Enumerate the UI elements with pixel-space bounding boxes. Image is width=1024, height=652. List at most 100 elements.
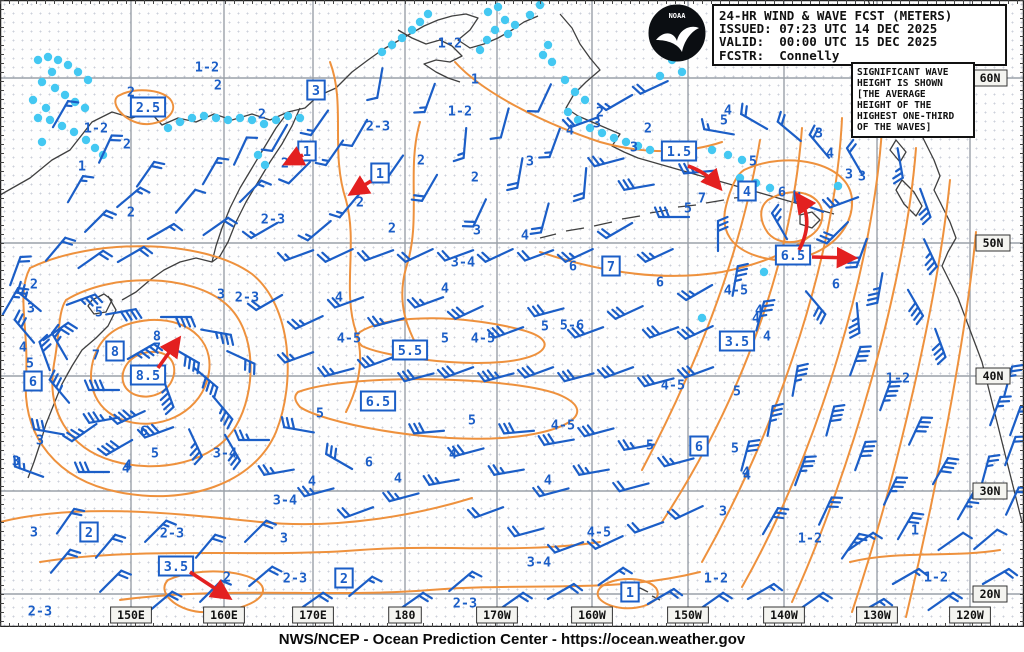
wind-barb — [367, 315, 405, 328]
coastline — [27, 295, 117, 479]
ice-edge-dot — [547, 57, 557, 67]
wave-range-label: 3 — [719, 504, 727, 520]
wind-barb — [761, 507, 790, 536]
svg-text:3.5: 3.5 — [725, 334, 749, 350]
ice-edge-dot — [90, 143, 100, 153]
wave-range-label: 4 — [544, 473, 552, 489]
coastline — [539, 195, 753, 239]
svg-text:150E: 150E — [117, 608, 145, 622]
wind-barb — [461, 198, 488, 228]
wind-barb — [452, 126, 468, 163]
wind-barb — [116, 186, 151, 209]
lon-label: 160E — [203, 606, 245, 624]
wave-range-label: 6 — [569, 259, 577, 275]
wind-barb — [731, 262, 749, 297]
lon-label: 130W — [856, 606, 898, 624]
ice-edge-dot — [493, 2, 503, 12]
ice-edge-dot — [387, 40, 397, 50]
wave-range-label: 2 — [127, 85, 135, 101]
wind-barb — [336, 506, 375, 519]
wave-height-box: 1 — [370, 162, 390, 184]
wave-range-label: 5 — [684, 201, 692, 217]
svg-text:8.5: 8.5 — [136, 368, 160, 384]
wind-barb — [546, 582, 584, 601]
wind-barb — [973, 528, 1008, 551]
wave-range-label: 4 — [752, 311, 760, 327]
wave-range-label: 5 — [316, 406, 324, 422]
wind-barb — [187, 428, 203, 466]
wind-barb — [854, 440, 877, 472]
ice-edge-dot — [735, 173, 745, 183]
lon-label: 150W — [667, 606, 709, 624]
ice-edge-dot — [199, 111, 209, 121]
wind-barb — [410, 173, 439, 202]
wind-barb — [794, 455, 817, 487]
wind-barb — [241, 221, 279, 240]
wave-contour-line — [39, 541, 601, 563]
wind-barb — [740, 102, 769, 131]
wind-barb — [755, 299, 776, 332]
wave-range-label: 6 — [778, 185, 786, 201]
ice-edge-dot — [223, 115, 233, 125]
ice-edge-dot — [235, 113, 245, 123]
wind-barb — [83, 379, 121, 392]
wind-barb — [907, 416, 934, 446]
wave-range-label: 2-3 — [283, 571, 307, 587]
wave-range-label: 4 — [763, 329, 771, 345]
wave-contour-line — [0, 497, 473, 526]
svg-text:20N: 20N — [980, 587, 1001, 601]
wind-barb — [538, 127, 561, 159]
wind-barb — [239, 179, 272, 203]
ice-edge-dot — [707, 145, 717, 155]
svg-text:3.5: 3.5 — [164, 559, 188, 575]
svg-text:40N: 40N — [983, 369, 1004, 383]
svg-text:6.5: 6.5 — [781, 248, 805, 264]
movement-arrow — [811, 246, 859, 269]
wind-barb — [808, 124, 831, 159]
wave-range-label: 4 — [521, 228, 529, 244]
wind-barb — [65, 293, 104, 307]
wind-barb — [356, 249, 395, 262]
wave-range-label: 4 — [449, 447, 457, 463]
wind-barb — [326, 296, 365, 309]
left-degree-ticks — [0, 0, 4, 627]
svg-text:180: 180 — [395, 608, 416, 622]
forecaster-line: FCSTR: Connelly — [719, 47, 840, 63]
wave-range-label: 1-2 — [438, 36, 462, 52]
wave-contour-line — [760, 191, 824, 244]
wave-range-label: 2 — [223, 570, 231, 586]
wave-range-label: 6 — [656, 275, 664, 291]
wave-range-label: 5 — [151, 446, 159, 462]
wave-range-label: 5 — [731, 441, 739, 457]
coastline — [559, 13, 835, 215]
wave-range-label: 4 — [441, 281, 449, 297]
wind-barb — [96, 438, 134, 457]
wave-range-label: 2 — [388, 221, 396, 237]
ice-edge-dot — [563, 107, 573, 117]
wind-barb — [487, 464, 525, 476]
ice-edge-dot — [43, 52, 53, 62]
wave-range-label: 3 — [280, 531, 288, 547]
lon-label-layer: 150E 160E 170E 180 170W 160W 150W 140W 130W 120W — [110, 606, 991, 624]
wave-range-label: 3-4 — [527, 555, 551, 571]
wave-contour-line — [661, 127, 803, 523]
wave-range-label: 2 — [644, 121, 652, 137]
ice-edge-dot — [163, 123, 173, 133]
wind-barb — [62, 422, 98, 443]
wind-barb — [446, 304, 484, 320]
wind-barb — [148, 590, 183, 613]
coastline — [799, 211, 821, 229]
wind-barb — [42, 321, 78, 342]
ice-edge-dot — [259, 119, 269, 129]
wind-barb — [556, 247, 594, 263]
ice-edge-dot — [57, 121, 67, 131]
wind-barb — [73, 461, 111, 474]
wind-barb — [866, 272, 884, 307]
ice-edge-dot — [759, 267, 769, 277]
ice-edge-dot — [677, 67, 687, 77]
lat-label: 60N — [972, 69, 1008, 87]
wave-range-label: 4-5 — [337, 331, 361, 347]
